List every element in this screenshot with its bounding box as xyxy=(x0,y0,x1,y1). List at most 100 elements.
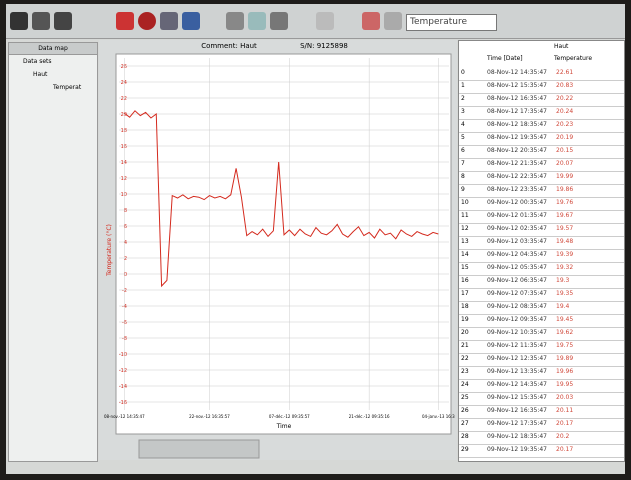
tool-icon[interactable] xyxy=(248,12,266,30)
y-tick-label: 18 xyxy=(121,128,127,134)
tool-icon[interactable] xyxy=(138,12,156,30)
table-cell: 19.96 xyxy=(556,366,573,378)
y-tick-label: 10 xyxy=(121,192,127,198)
table-cell: 18 xyxy=(461,301,469,313)
tool-icon[interactable] xyxy=(226,12,244,30)
table-cell: 25 xyxy=(461,392,469,404)
table-cell: 08-Nov-12 19:35:47 xyxy=(487,132,547,144)
y-tick-label: 26 xyxy=(121,64,127,70)
table-cell: 20.2 xyxy=(556,431,569,443)
table-cell: 10 xyxy=(461,197,469,209)
table-cell: 19.99 xyxy=(556,171,573,183)
table-cell: 08-Nov-12 15:35:47 xyxy=(487,80,547,92)
tool-icon[interactable] xyxy=(32,12,50,30)
table-cell: 09-Nov-12 07:35:47 xyxy=(487,288,547,300)
y-tick-label: 12 xyxy=(121,176,127,182)
table-cell: 7 xyxy=(461,158,465,170)
tool-icon[interactable] xyxy=(116,12,134,30)
table-row[interactable]: 29 09-Nov-12 19:35:47 20.17 xyxy=(459,444,624,458)
x-tick-label: 21-déc.-12 09:35:16 xyxy=(349,414,390,419)
table-cell: 09-Nov-12 12:35:47 xyxy=(487,353,547,365)
chart-pane: Comment: Haut S/N: 9125898 Temperature (… xyxy=(99,40,457,460)
y-tick-label: 16 xyxy=(121,144,127,150)
table-cell: 19.32 xyxy=(556,262,573,274)
tree-item[interactable]: Haut xyxy=(9,68,97,81)
table-cell: 19.89 xyxy=(556,353,573,365)
table-cell: 3 xyxy=(461,106,465,118)
table-row[interactable]: 15 09-Nov-12 05:35:47 19.32 xyxy=(459,262,624,276)
chart-toolbar[interactable] xyxy=(139,440,259,458)
table-cell: 19.48 xyxy=(556,236,573,248)
tool-icon[interactable] xyxy=(54,12,72,30)
table-cell: 26 xyxy=(461,405,469,417)
table-cell: 09-Nov-12 19:35:47 xyxy=(487,444,547,456)
x-axis-label: Time xyxy=(276,423,292,430)
table-cell: 08-Nov-12 21:35:47 xyxy=(487,158,547,170)
table-cell: 28 xyxy=(461,431,469,443)
table-cell: 2 xyxy=(461,93,465,105)
table-cell: 19.3 xyxy=(556,275,569,287)
table-cell: 09-Nov-12 05:35:47 xyxy=(487,262,547,274)
table-cell: 19.75 xyxy=(556,340,573,352)
y-tick-label: 14 xyxy=(121,160,127,166)
tree-item[interactable]: Data sets xyxy=(9,55,97,68)
table-row[interactable]: 7 08-Nov-12 21:35:47 20.07 xyxy=(459,158,624,172)
tool-icon[interactable] xyxy=(362,12,380,30)
table-cell: 19.4 xyxy=(556,301,569,313)
table-cell: 21 xyxy=(461,340,469,352)
table-cell: 29 xyxy=(461,444,469,456)
tool-icon[interactable] xyxy=(182,12,200,30)
app-window: Temperature Data map Data sets Haut Temp… xyxy=(6,4,625,474)
tool-icon[interactable] xyxy=(160,12,178,30)
tool-icon[interactable] xyxy=(270,12,288,30)
chart-serial: S/N: 9125898 xyxy=(300,42,348,50)
table-header: Temperature xyxy=(554,55,592,62)
table-cell: 15 xyxy=(461,262,469,274)
table-cell: 20.22 xyxy=(556,93,573,105)
chart-comment: Comment: Haut xyxy=(201,42,257,50)
y-tick-label: -12 xyxy=(119,368,127,374)
table-cell: 20.17 xyxy=(556,444,573,456)
dropdown[interactable]: Temperature xyxy=(406,14,497,31)
tree-item[interactable]: Temperat xyxy=(9,81,97,94)
y-tick-label: 22 xyxy=(121,96,127,102)
tool-icon[interactable] xyxy=(316,12,334,30)
tool-icon[interactable] xyxy=(384,12,402,30)
table-cell: 20.07 xyxy=(556,158,573,170)
table-cell: 09-Nov-12 17:35:47 xyxy=(487,418,547,430)
table-cell: 6 xyxy=(461,145,465,157)
tool-icon[interactable] xyxy=(10,12,28,30)
table-cell: 08-Nov-12 23:35:47 xyxy=(487,184,547,196)
table-cell: 09-Nov-12 16:35:47 xyxy=(487,405,547,417)
table-cell: 19.86 xyxy=(556,184,573,196)
y-axis-label: Temperature (°C) xyxy=(106,224,113,277)
table-cell: 09-Nov-12 09:35:47 xyxy=(487,314,547,326)
